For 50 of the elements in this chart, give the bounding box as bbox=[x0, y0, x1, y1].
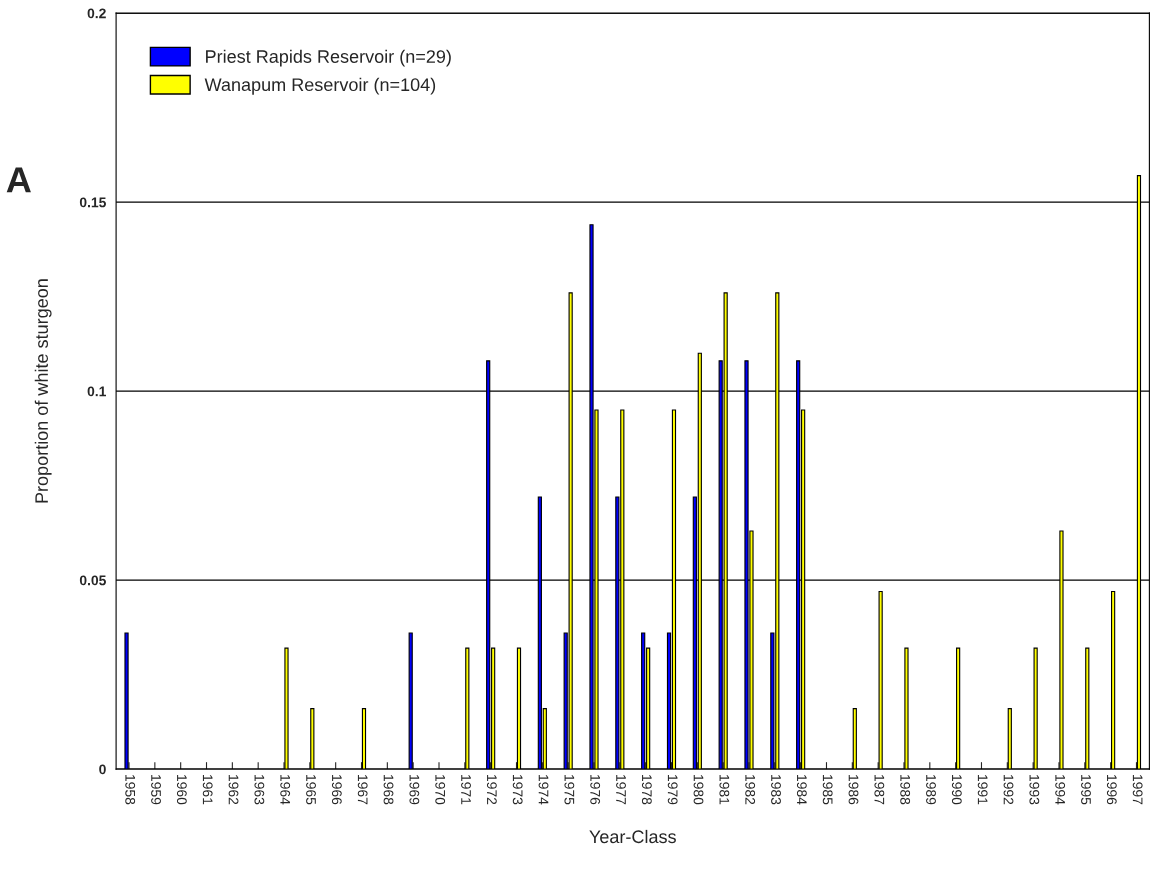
x-tick-label: 1984 bbox=[796, 775, 807, 805]
x-tick-label: 1990 bbox=[951, 775, 962, 805]
x-tick-label: 1973 bbox=[512, 775, 523, 805]
x-tick-label: 1966 bbox=[331, 775, 342, 805]
x-tick-label: 1972 bbox=[486, 775, 497, 805]
text: A bbox=[6, 167, 31, 193]
x-tick-label: 1987 bbox=[874, 775, 885, 805]
x-tick-label: 1979 bbox=[667, 775, 678, 805]
x-tick-label: 1981 bbox=[719, 775, 730, 805]
x-tick-label: 1994 bbox=[1055, 775, 1066, 805]
x-tick-label: 1963 bbox=[254, 775, 265, 805]
y-tick-label: 0.2 bbox=[87, 8, 106, 19]
x-tick-label: 1978 bbox=[641, 775, 652, 805]
x-tick-label: 1997 bbox=[1132, 775, 1143, 805]
legend-label: Priest Rapids Reservoir (n=29) bbox=[206, 49, 451, 67]
x-tick-label: 1986 bbox=[848, 775, 859, 805]
x-axis-title: Year-Class bbox=[589, 829, 676, 844]
x-tick-label: 1968 bbox=[383, 775, 394, 805]
x-tick-label: 1974 bbox=[538, 775, 549, 805]
legend-label: Wanapum Reservoir (n=104) bbox=[204, 77, 436, 95]
x-tick-label: 1995 bbox=[1081, 775, 1091, 805]
y-tick-label: 0.05 bbox=[79, 575, 106, 586]
x-tick-label: 1992 bbox=[1003, 775, 1014, 805]
y-tick-label: 0.1 bbox=[87, 386, 106, 397]
x-tick-label: 1971 bbox=[461, 775, 471, 805]
y-axis-title: Proportion of white sturgeon bbox=[34, 279, 52, 503]
x-tick-label: 1958 bbox=[125, 775, 136, 805]
x-tick-label: 1991 bbox=[977, 775, 988, 805]
x-tick-label: 1996 bbox=[1106, 775, 1117, 805]
x-tick-label: 1975 bbox=[564, 775, 575, 805]
x-tick-label: 1977 bbox=[616, 775, 626, 805]
x-tick-label: 1965 bbox=[306, 775, 316, 805]
y-tick-label: 0 bbox=[99, 764, 106, 775]
x-tick-label: 1961 bbox=[202, 775, 213, 805]
x-tick-label: 1964 bbox=[280, 775, 291, 805]
x-tick-label: 1982 bbox=[745, 775, 756, 805]
x-tick-label: 1967 bbox=[357, 775, 368, 805]
x-tick-label: 1993 bbox=[1029, 775, 1040, 805]
x-tick-label: 1980 bbox=[693, 775, 704, 805]
x-tick-label: 1989 bbox=[926, 775, 936, 805]
x-tick-label: 1976 bbox=[590, 775, 601, 805]
x-tick-label: 1988 bbox=[900, 775, 911, 805]
x-tick-label: 1960 bbox=[176, 775, 187, 805]
x-tick-label: 1962 bbox=[228, 775, 239, 805]
y-tick-label: 0.15 bbox=[79, 197, 106, 208]
x-tick-label: 1969 bbox=[409, 775, 420, 805]
x-tick-label: 1983 bbox=[771, 775, 781, 805]
x-tick-label: 1985 bbox=[822, 775, 833, 805]
x-tick-label: 1970 bbox=[435, 775, 446, 805]
x-tick-label: 1959 bbox=[151, 775, 161, 805]
